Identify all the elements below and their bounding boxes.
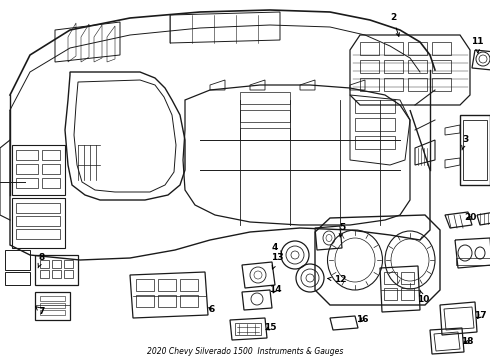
Bar (240, 110, 290, 122)
Bar (408, 42, 427, 55)
Bar (408, 60, 427, 73)
Bar (64, 270, 73, 278)
Bar (16, 216, 60, 226)
Bar (42, 164, 60, 174)
Bar (384, 42, 403, 55)
Bar (240, 92, 290, 104)
Bar (16, 178, 38, 188)
Bar (360, 42, 379, 55)
Bar (16, 203, 60, 213)
Bar (401, 288, 414, 300)
Text: 6: 6 (209, 306, 215, 315)
Bar (64, 260, 73, 268)
Bar (40, 296, 65, 301)
Bar (180, 279, 198, 291)
Bar (40, 310, 65, 315)
Bar (384, 288, 397, 300)
Text: 3: 3 (462, 135, 468, 150)
Bar (40, 270, 49, 278)
Bar (52, 270, 61, 278)
Bar (42, 150, 60, 160)
Bar (408, 78, 427, 91)
Text: 5: 5 (339, 224, 345, 237)
Text: 14: 14 (269, 285, 281, 294)
Bar (432, 42, 451, 55)
Text: 11: 11 (471, 37, 483, 53)
Bar (16, 150, 38, 160)
Text: 17: 17 (474, 311, 486, 320)
Text: 2020 Chevy Silverado 1500  Instruments & Gauges: 2020 Chevy Silverado 1500 Instruments & … (147, 347, 343, 356)
Bar (158, 279, 176, 291)
Text: 7: 7 (36, 307, 45, 316)
Bar (384, 60, 403, 73)
Bar (360, 78, 379, 91)
Text: 4: 4 (272, 243, 282, 254)
Bar (42, 178, 60, 188)
Bar (401, 272, 414, 284)
Text: 19: 19 (489, 248, 490, 256)
Text: 18: 18 (461, 338, 473, 346)
Bar (40, 303, 65, 308)
Bar (384, 78, 403, 91)
Text: 13: 13 (271, 253, 283, 269)
Bar (16, 229, 60, 239)
Text: 2: 2 (390, 13, 399, 36)
Text: 12: 12 (328, 275, 346, 284)
Bar (180, 295, 198, 307)
Bar (432, 78, 451, 91)
Bar (136, 279, 154, 291)
Bar (52, 260, 61, 268)
Text: 8: 8 (38, 253, 45, 268)
Text: 16: 16 (356, 315, 368, 324)
Bar (355, 100, 395, 113)
Bar (40, 260, 49, 268)
Bar (136, 295, 154, 307)
Text: 10: 10 (417, 290, 429, 305)
Text: 15: 15 (264, 324, 276, 333)
Bar (355, 118, 395, 131)
Bar (456, 258, 490, 265)
Bar (16, 164, 38, 174)
Bar (355, 136, 395, 149)
Bar (384, 272, 397, 284)
Bar (235, 323, 261, 335)
Bar (360, 60, 379, 73)
Text: 20: 20 (464, 213, 476, 222)
Bar (432, 60, 451, 73)
Bar (240, 128, 290, 140)
Bar (158, 295, 176, 307)
